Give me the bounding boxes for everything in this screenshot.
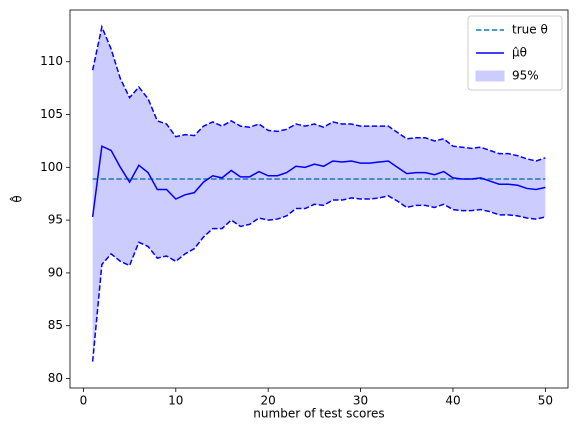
y-tick-label: 100 [40,160,63,174]
y-tick-label: 90 [48,265,63,279]
legend-label: true θ [512,23,548,37]
legend-label: 95% [512,69,539,83]
y-tick-label: 85 [48,318,63,332]
x-axis-label: number of test scores [253,407,384,421]
x-tick-label: 50 [538,394,553,408]
y-tick-label: 95 [48,213,63,227]
x-tick-label: 30 [353,394,368,408]
y-tick-label: 110 [40,54,63,68]
legend-label: μ̂θ [512,46,527,60]
band-edge [91,195,546,362]
legend: true θ μ̂θ 95% [467,15,563,91]
y-tick-label: 80 [48,371,63,385]
y-axis-label: θ̂ [8,195,24,202]
x-tick-label: 0 [80,394,88,408]
estimate-line [91,145,546,218]
confidence-band [92,26,546,362]
y-tick-label: 105 [40,107,63,121]
x-tick-label: 20 [261,394,276,408]
x-tick-label: 10 [168,394,183,408]
band-edge [91,24,546,162]
plot-area [91,24,546,362]
x-tick-label: 40 [445,394,460,408]
axes-frame [69,9,569,389]
legend-swatch [475,70,505,82]
